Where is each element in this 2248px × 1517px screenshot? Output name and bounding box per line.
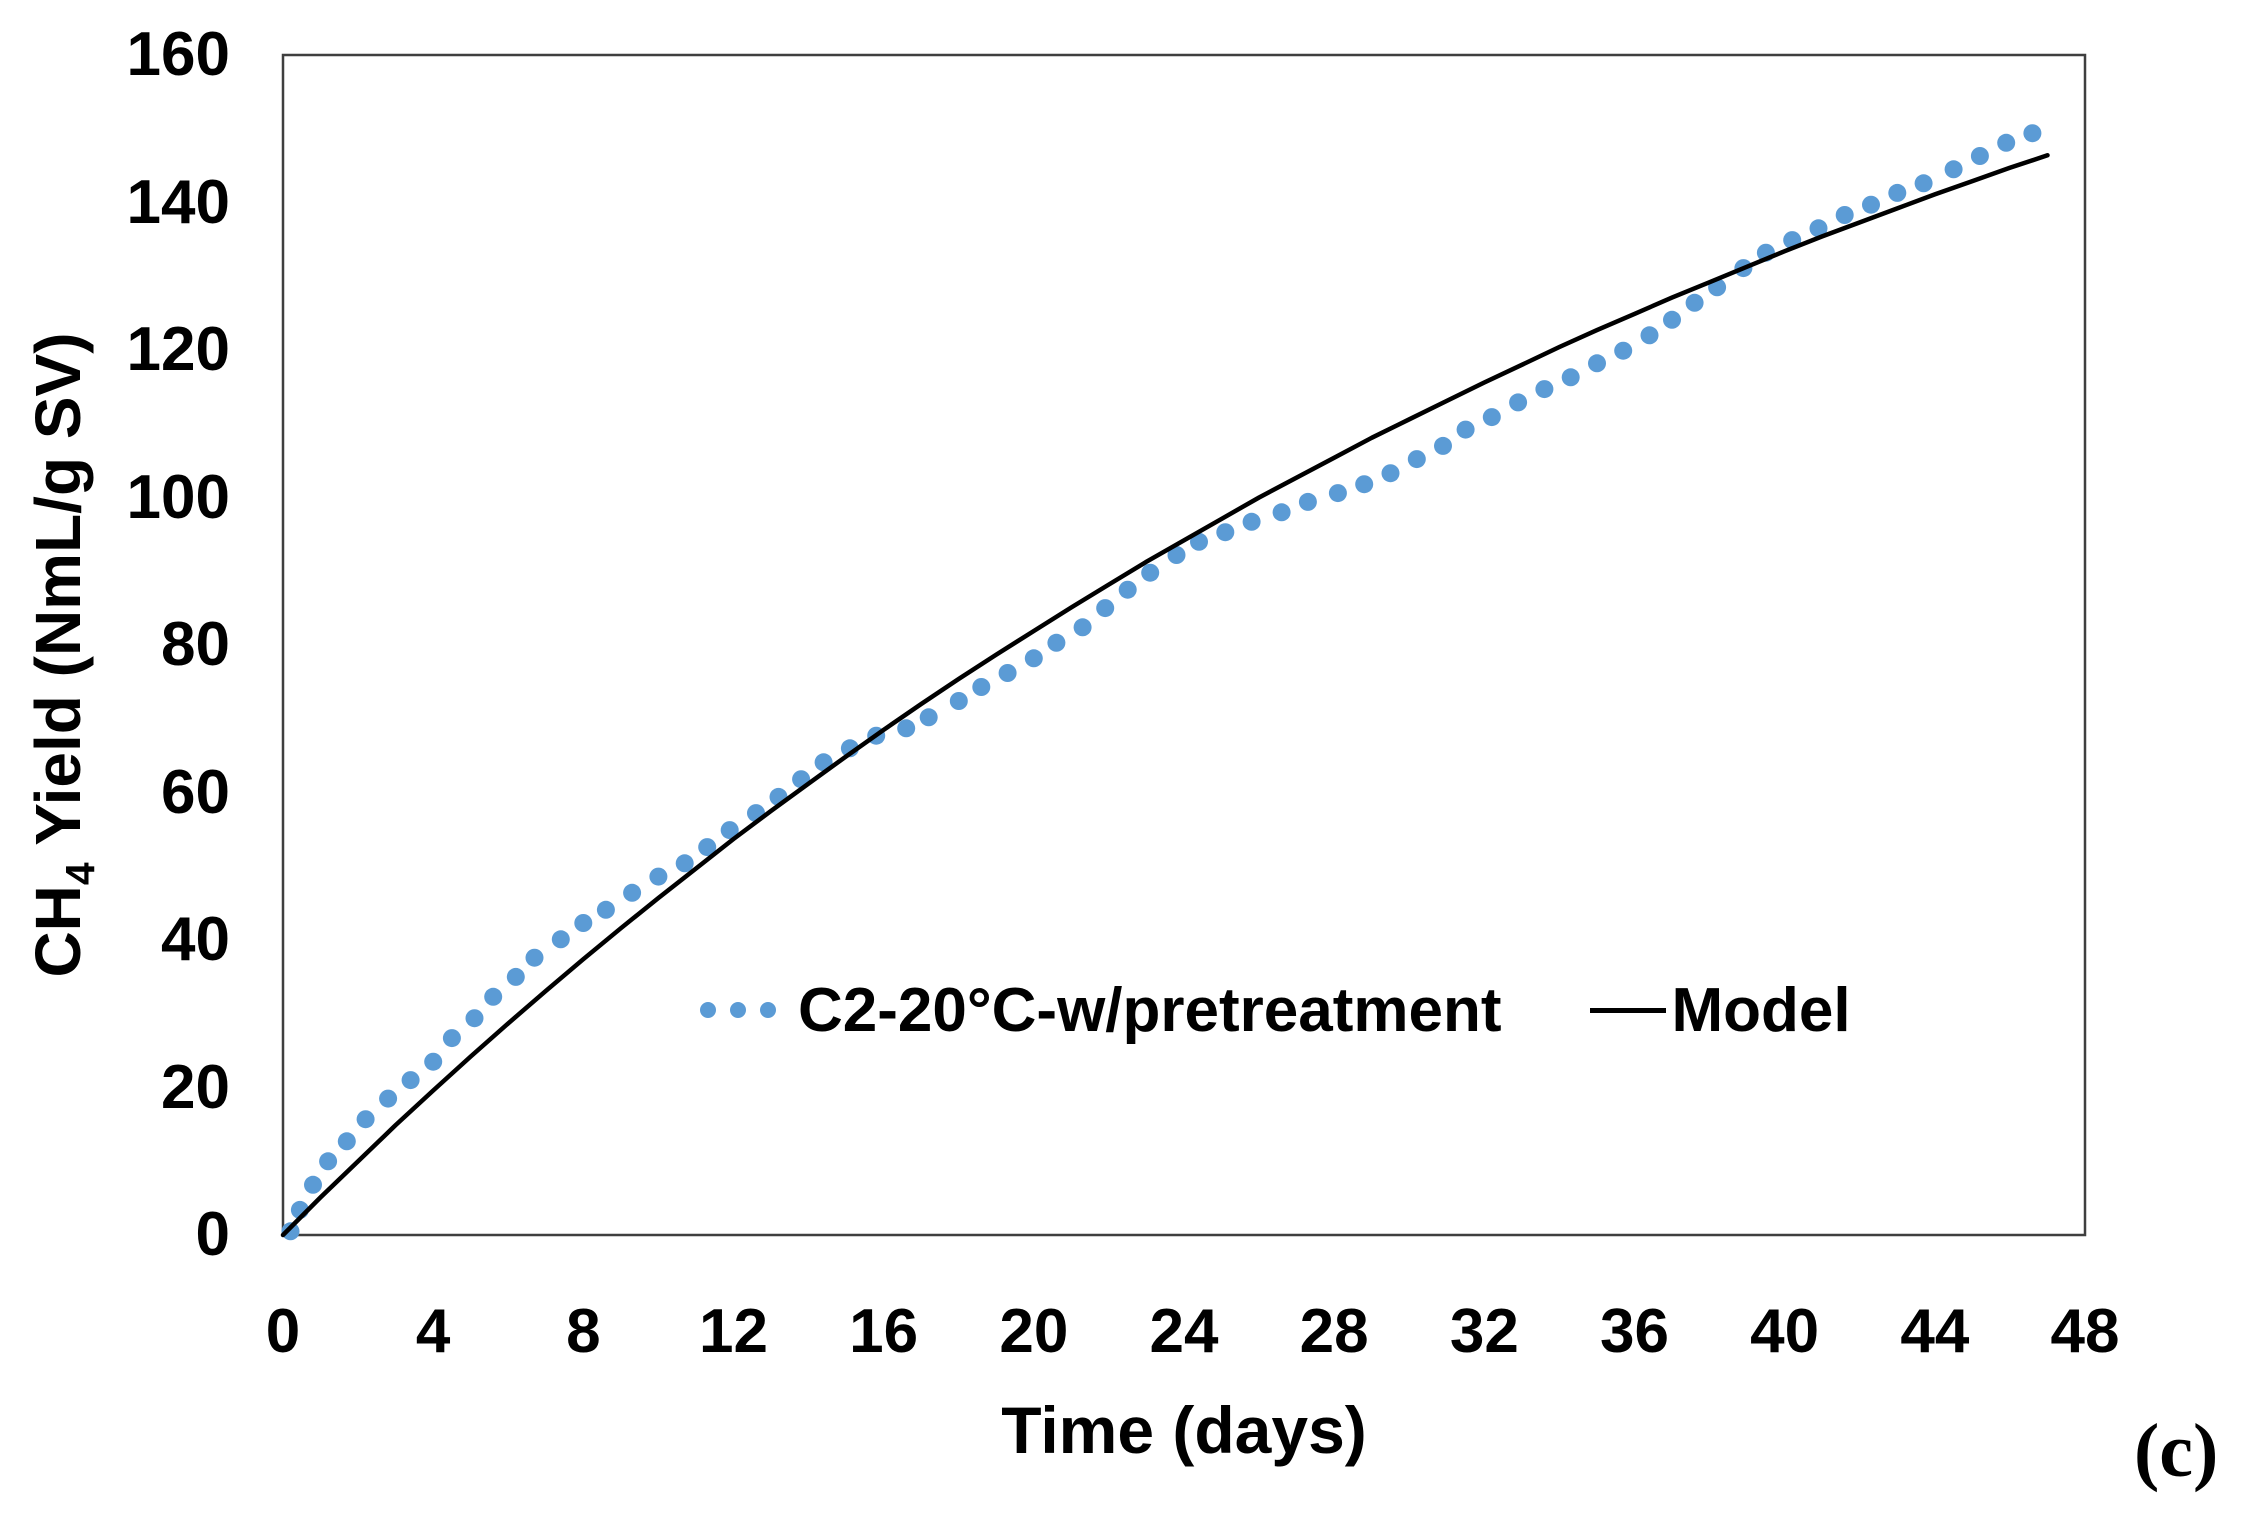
data-point [1588, 354, 1606, 373]
data-point [698, 838, 717, 857]
data-point [1381, 464, 1400, 483]
data-point [574, 914, 593, 932]
y-tick-label: 100 [126, 462, 230, 532]
y-tick-label: 40 [161, 905, 230, 974]
y-tick-label: 60 [161, 757, 230, 827]
data-point [1862, 195, 1880, 214]
data-point [1561, 368, 1580, 387]
data-point [1944, 160, 1963, 179]
data-point [1614, 341, 1633, 360]
data-point [1024, 649, 1043, 668]
y-tick-label: 120 [126, 315, 230, 384]
data-point [1141, 563, 1160, 582]
x-tick-label: 16 [849, 1297, 919, 1366]
data-point [1216, 523, 1235, 542]
data-point [1073, 618, 1092, 637]
data-point [1096, 599, 1115, 618]
panel-label: (c) [2134, 1409, 2219, 1493]
data-point [1355, 475, 1374, 494]
data-point [1167, 546, 1186, 564]
data-point [675, 854, 694, 873]
x-tick-label: 20 [999, 1297, 1069, 1366]
data-point [506, 967, 525, 986]
y-axis-title-subscript: 4 [56, 862, 103, 886]
data-point [525, 948, 544, 967]
data-point [1685, 293, 1704, 312]
data-point [281, 1222, 300, 1241]
data-point [1298, 492, 1317, 511]
data-point [897, 719, 916, 738]
data-point [401, 1071, 420, 1090]
y-tick-label: 20 [161, 1052, 230, 1122]
x-tick-label: 0 [265, 1297, 301, 1366]
data-point [1242, 512, 1261, 531]
x-tick-label: 4 [415, 1297, 451, 1366]
data-point [319, 1152, 338, 1171]
data-point [1328, 484, 1347, 503]
data-point [1509, 393, 1528, 412]
y-tick-label: 80 [161, 610, 230, 679]
data-point [720, 821, 739, 840]
data-point [1118, 580, 1137, 599]
data-point [1482, 408, 1501, 427]
scatter-series-points [281, 124, 2042, 1241]
data-point [424, 1052, 443, 1071]
data-point [1809, 219, 1828, 238]
data-point [1190, 532, 1208, 551]
data-point [1835, 206, 1854, 224]
data-point [1047, 633, 1066, 652]
data-point [442, 1029, 461, 1048]
data-point [998, 664, 1017, 682]
data-point [1434, 436, 1452, 455]
y-tick-label: 0 [195, 1200, 230, 1269]
scatter-series-legend-marker-icon [700, 1002, 776, 1018]
data-point [337, 1132, 356, 1151]
data-point [649, 867, 668, 886]
y-tick-label: 140 [126, 167, 230, 237]
data-point [1997, 133, 2016, 152]
x-tick-label: 12 [699, 1297, 768, 1366]
model-series-legend-marker-icon [1589, 1007, 1666, 1013]
data-point [1970, 147, 1989, 165]
data-point [1663, 310, 1681, 329]
plot-border [281, 53, 2087, 1237]
data-point [356, 1110, 375, 1129]
data-point [1535, 380, 1554, 399]
data-point [465, 1009, 484, 1028]
x-tick-label: 48 [2050, 1297, 2120, 1366]
data-point [1914, 174, 1933, 193]
data-point [1640, 326, 1659, 345]
data-point [596, 900, 615, 919]
data-point [484, 987, 503, 1006]
legend-label-data-series: C2-20°C-w/pretreatment [798, 975, 1502, 1045]
data-point [623, 883, 642, 902]
data-point [1272, 503, 1291, 522]
model-line [280, 153, 2050, 1238]
y-tick-label: 160 [126, 20, 230, 89]
data-point [379, 1089, 398, 1108]
data-point [304, 1175, 322, 1194]
x-tick-label: 40 [1750, 1297, 1820, 1366]
data-point [949, 692, 968, 710]
x-tick-label: 8 [566, 1297, 601, 1366]
x-tick-label: 24 [1149, 1297, 1219, 1366]
x-tick-label: 28 [1299, 1297, 1369, 1366]
legend-label-model-series: Model [1671, 975, 1851, 1045]
x-tick-label: 32 [1449, 1297, 1519, 1366]
x-tick-label: 36 [1600, 1297, 1669, 1366]
data-point [972, 678, 991, 696]
data-point [1407, 450, 1426, 469]
chart-legend: C2-20°C-w/pretreatment Model [700, 974, 1851, 1046]
data-point [919, 708, 938, 727]
x-axis-title: Time (days) [1001, 1393, 1367, 1467]
data-point [1456, 420, 1475, 439]
data-point [1888, 183, 1907, 202]
data-point [551, 930, 570, 949]
x-tick-label: 44 [1900, 1297, 1970, 1366]
data-point [2023, 124, 2042, 143]
